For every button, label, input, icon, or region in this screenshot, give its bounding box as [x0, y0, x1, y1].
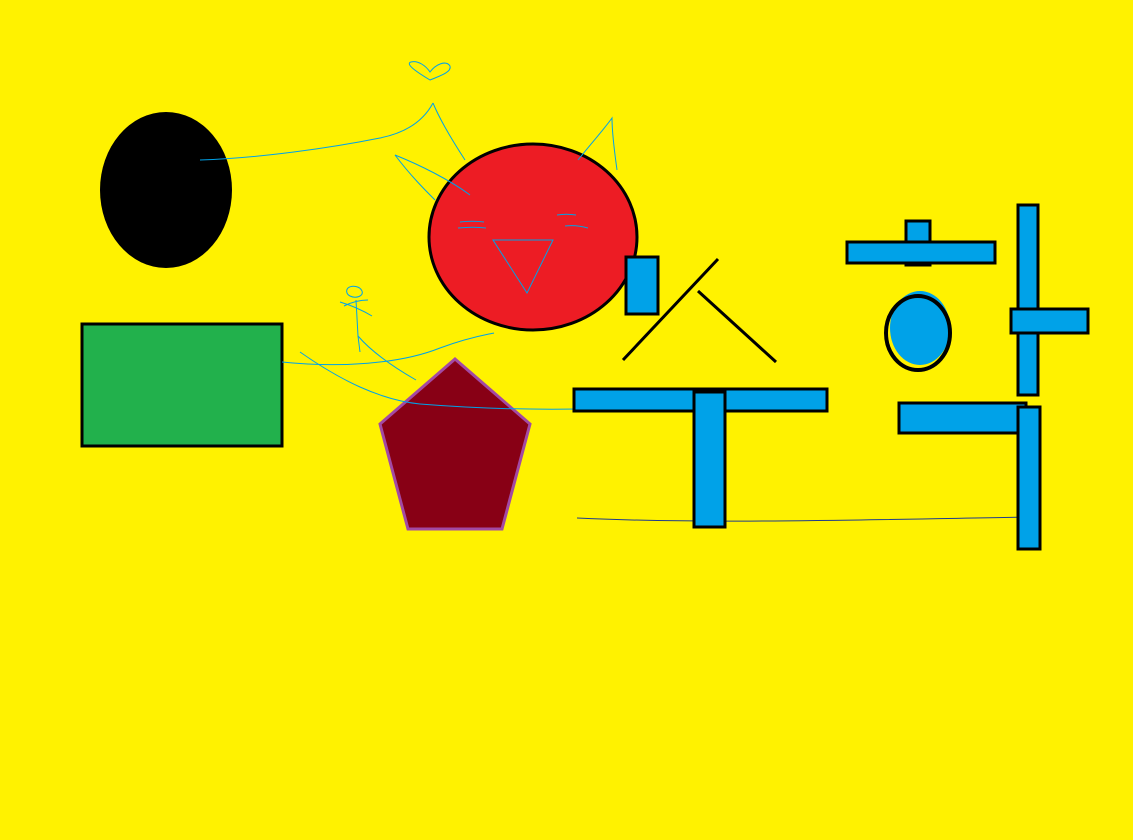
black-oval	[100, 112, 232, 268]
hieut-circle-fill	[890, 291, 950, 365]
connecting-lines	[199, 102, 581, 410]
cat-face-sketch	[394, 102, 618, 295]
heart-sketch	[408, 61, 451, 81]
hieut-circle	[884, 294, 952, 372]
u-vertical-bar	[692, 390, 727, 529]
green-rectangle	[80, 322, 284, 448]
giyeok-vertical-bar	[1016, 405, 1042, 551]
blue-block-small	[624, 255, 660, 316]
hangul-su	[572, 255, 829, 529]
thin-underline	[576, 516, 1036, 522]
a-vertical-bar	[1016, 203, 1040, 397]
siot-right-stroke	[696, 289, 778, 364]
hieut-bar	[845, 240, 997, 265]
stick-figure-sketch	[339, 285, 417, 381]
a-horizontal-bar	[1009, 307, 1090, 335]
red-circle	[427, 142, 639, 332]
giyeok-horizontal-bar	[897, 401, 1028, 435]
hangul-hak	[845, 203, 1090, 551]
maroon-pentagon	[378, 357, 532, 531]
siot-left-stroke	[621, 257, 720, 362]
